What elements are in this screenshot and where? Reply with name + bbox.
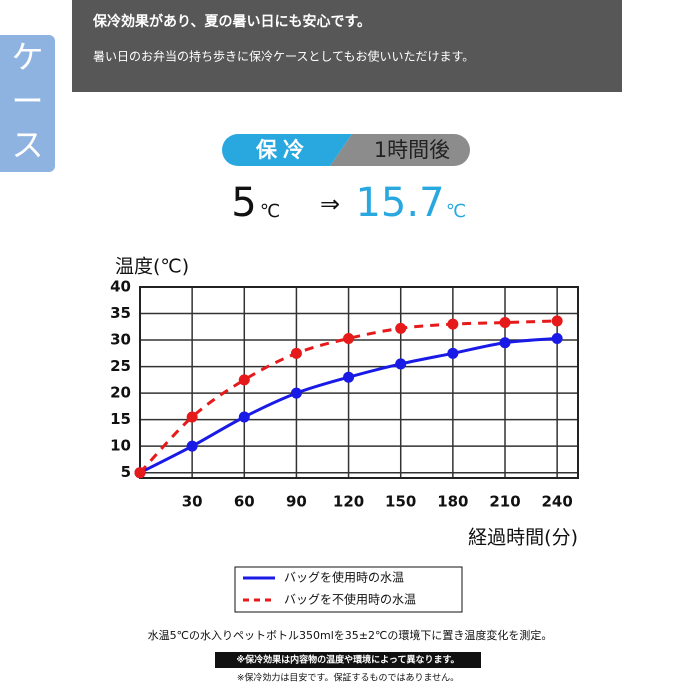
plot-frame [139,286,579,479]
header-title: 保冷効果があり、夏の暑い日にも安心です。 [92,13,371,30]
side-tab-text: ケース [11,38,44,164]
y-tick-label: 25 [110,357,131,375]
x-tick-label: 30 [182,493,203,511]
data-point [238,411,250,423]
data-point [447,347,459,359]
data-point [343,332,355,344]
badge-right-text: 1時間後 [374,138,450,162]
data-point [551,332,563,344]
x-tick-label: 240 [541,493,572,511]
x-axis-label: 経過時間(分) [468,527,578,549]
x-tick-label: 90 [286,493,307,511]
y-axis-label: 温度(℃) [115,256,189,278]
data-point [290,347,302,359]
y-tick-label: 20 [110,384,131,402]
x-tick-label: 150 [385,493,416,511]
before-unit: ℃ [260,201,280,222]
x-tick-label: 180 [437,493,468,511]
y-tick-label: 5 [121,463,131,481]
legend-label: バッグを使用時の水温 [284,570,404,585]
data-point [186,440,198,452]
legend-label: バッグを不使用時の水温 [284,592,416,607]
y-tick-label: 30 [110,331,131,349]
x-tick-label: 210 [489,493,520,511]
data-point [186,411,198,423]
y-tick-label: 10 [110,437,131,455]
y-tick-label: 35 [110,304,131,322]
data-point [238,374,250,386]
header-bar [72,0,622,92]
side-tab: ケース [0,35,55,172]
warning-bar [215,652,481,668]
arrow: ⇒ [320,190,340,218]
x-tick-label: 60 [234,493,255,511]
y-tick-label: 15 [110,410,131,428]
before-temp: 5 [231,180,256,226]
data-point [134,467,146,479]
x-tick-label: 120 [333,493,364,511]
badge-right [330,134,470,166]
after-unit: ℃ [446,201,466,222]
data-point [499,317,511,329]
header-subtitle: 暑い日のお弁当の持ち歩きに保冷ケースとしてもお使いいただけます。 [93,49,474,64]
data-point [551,315,563,327]
legend-box [234,566,463,613]
data-point [499,337,511,349]
series-line [138,319,558,474]
data-point [290,387,302,399]
data-point [395,358,407,370]
y-tick-label: 40 [110,278,131,296]
data-point [447,318,459,330]
badge-left [222,134,352,166]
data-point [343,371,355,383]
note-condition: 水温5℃の水入りペットボトル350mlを35±2℃の環境下に置き温度変化を測定。 [148,628,553,642]
note-disclaimer: ※保冷効力は目安です。保証するものではありません。 [237,672,459,684]
badge-left-text: 保冷 [255,138,310,162]
data-point [395,322,407,334]
note-warning: ※保冷効果は内容物の温度や環境によって異なります。 [236,654,459,666]
after-temp: 15.7 [355,180,444,226]
